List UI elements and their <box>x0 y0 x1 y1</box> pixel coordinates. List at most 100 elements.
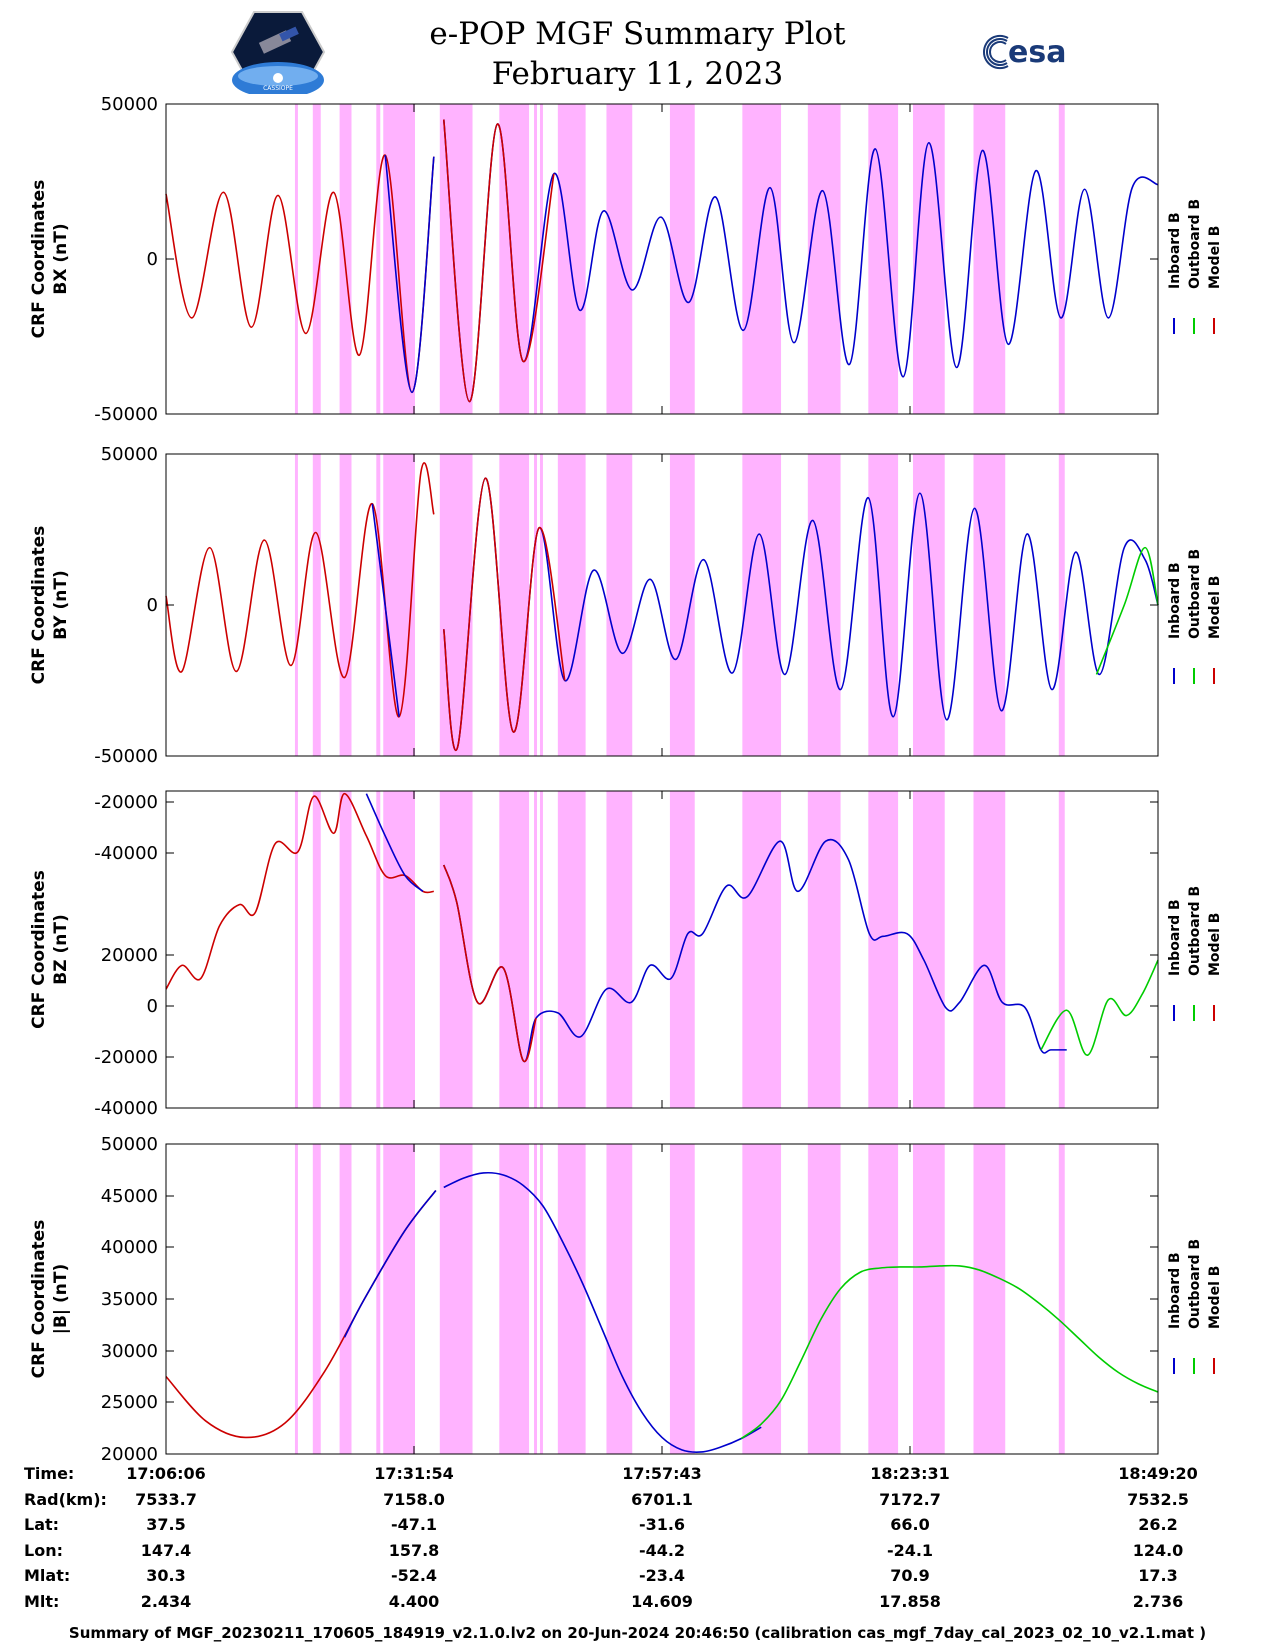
shaded-interval <box>539 791 543 1108</box>
shaded-interval <box>807 1144 841 1454</box>
orbit-value: 147.4 <box>140 1540 192 1560</box>
series-line-inboard-b <box>443 1171 762 1453</box>
orbit-value: 66.0 <box>890 1515 930 1534</box>
legend-label: Model B <box>1207 913 1223 976</box>
shaded-interval <box>339 104 352 414</box>
shaded-interval <box>1058 1144 1065 1454</box>
shaded-interval <box>539 104 543 414</box>
orbit-value: 26.2 <box>1138 1515 1178 1534</box>
shaded-interval <box>312 791 321 1108</box>
orbit-value: 2.736 <box>1132 1591 1184 1611</box>
shaded-interval <box>499 454 530 756</box>
shaded-interval <box>868 454 899 756</box>
shaded-interval <box>557 454 586 756</box>
shaded-interval <box>742 104 782 414</box>
y-tick-label: -40000 <box>94 1098 158 1119</box>
shaded-interval <box>383 1144 415 1454</box>
y-tick-label: 0 <box>147 996 158 1017</box>
shaded-interval <box>742 454 782 756</box>
shaded-interval <box>807 791 841 1108</box>
legend-label: Outboard B <box>1187 886 1203 976</box>
orbit-value: 124.0 <box>1132 1540 1184 1560</box>
y-tick-label: 0 <box>147 595 158 616</box>
shaded-interval <box>383 104 415 414</box>
shaded-interval <box>499 1144 530 1454</box>
summary-caption: Summary of MGF_20230211_170605_184919_v2… <box>68 1624 1207 1642</box>
shaded-interval <box>807 104 841 414</box>
shaded-interval <box>534 1144 538 1454</box>
orbit-row-label: Lat: <box>24 1515 60 1534</box>
y-axis-label: BY (nT) <box>51 570 71 640</box>
orbit-value: 17.3 <box>1138 1566 1178 1585</box>
orbit-value: 18:49:20 <box>1118 1464 1198 1483</box>
orbit-value: 30.3 <box>146 1566 186 1585</box>
orbit-value: 17:57:43 <box>622 1464 702 1483</box>
shaded-interval <box>912 104 945 414</box>
series-line-inboard-b <box>371 503 400 717</box>
plot-title: e-POP MGF Summary Plot February 11, 2023 <box>0 14 1275 94</box>
shaded-interval <box>376 791 381 1108</box>
y-tick-label: 25000 <box>101 1392 158 1413</box>
orbit-value: -23.4 <box>638 1566 686 1585</box>
orbit-row-label: Mlt: <box>24 1591 60 1611</box>
series-line-inboard-b <box>384 155 435 394</box>
shaded-interval <box>339 454 352 756</box>
shaded-interval <box>534 791 538 1108</box>
plot-title-line1: e-POP MGF Summary Plot <box>429 16 846 52</box>
shaded-interval <box>557 791 586 1108</box>
orbit-row-label: Rad(km): <box>24 1489 107 1509</box>
y-axis-label: CRF Coordinates <box>29 526 49 685</box>
legend-label: Model B <box>1207 1266 1223 1329</box>
series-line-model-b <box>442 119 555 403</box>
orbit-row-label: Time: <box>24 1464 75 1483</box>
orbit-info-table: Time: Rad(km): Lat: Lon: Mlat: Mlt: 17:06:06 75… <box>0 1464 1275 1634</box>
y-tick-label: -20000 <box>94 792 158 813</box>
shaded-interval <box>499 791 530 1108</box>
series-line-model-b <box>165 462 435 718</box>
shaded-interval <box>742 791 782 1108</box>
shaded-interval <box>312 1144 321 1454</box>
shaded-interval <box>1058 104 1065 414</box>
y-tick-label: 40000 <box>101 1237 158 1258</box>
legend-label: Inboard B <box>1167 562 1183 639</box>
series-line-model-b <box>443 864 537 1063</box>
shaded-interval <box>294 454 298 756</box>
shaded-interval <box>339 1144 352 1454</box>
series-line-inboard-b <box>343 1190 437 1338</box>
orbit-value: -24.1 <box>886 1540 934 1560</box>
series-line-model-b <box>165 792 434 990</box>
y-tick-label: 35000 <box>101 1289 158 1310</box>
y-axis-label: BX (nT) <box>51 223 71 294</box>
shaded-interval <box>312 454 321 756</box>
shaded-interval <box>973 104 1006 414</box>
orbit-row-label: Lon: <box>24 1540 63 1560</box>
shaded-interval <box>973 454 1006 756</box>
shaded-interval <box>294 104 298 414</box>
orbit-value: 7158.0 <box>383 1489 445 1509</box>
shaded-interval <box>868 1144 899 1454</box>
y-tick-label: 50000 <box>101 94 158 115</box>
shaded-interval <box>534 104 538 414</box>
orbit-value: 70.9 <box>890 1566 930 1585</box>
legend-label: Inboard B <box>1167 1252 1183 1329</box>
shaded-interval <box>973 791 1006 1108</box>
series-line-outboard-b <box>740 1264 1159 1440</box>
shaded-interval <box>439 104 473 414</box>
orbit-value: 2.434 <box>140 1591 192 1611</box>
orbit-value: -52.4 <box>390 1566 438 1585</box>
plot-title-line2: February 11, 2023 <box>491 56 784 92</box>
shaded-interval <box>439 791 473 1108</box>
y-axis-label: BZ (nT) <box>51 914 71 984</box>
shaded-interval <box>294 791 298 1108</box>
shaded-interval <box>376 454 381 756</box>
legend-label: Inboard B <box>1167 212 1183 289</box>
orbit-value: -31.6 <box>638 1515 686 1534</box>
legend-label: Inboard B <box>1167 899 1183 976</box>
shaded-interval <box>534 454 538 756</box>
orbit-value: 6701.1 <box>631 1489 693 1509</box>
y-tick-label: 20000 <box>101 1444 158 1465</box>
y-tick-label: -50000 <box>94 404 158 425</box>
shaded-interval <box>376 1144 381 1454</box>
shaded-interval <box>383 791 415 1108</box>
orbit-value: -47.1 <box>390 1515 438 1534</box>
